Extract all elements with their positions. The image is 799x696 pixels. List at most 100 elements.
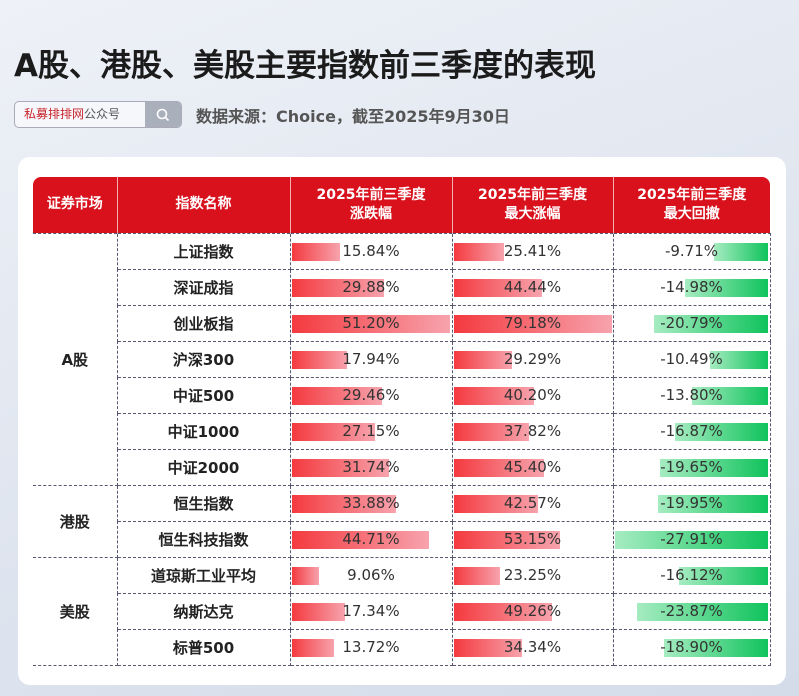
index-name: 道琼斯工业平均 (116, 556, 291, 594)
value-bar (675, 422, 768, 441)
index-name: 标普500 (116, 628, 291, 666)
value-bar (453, 458, 545, 477)
index-performance-table: 证券市场 指数名称 2025年前三季度 涨跌幅 2025年前三季度 最大涨幅 2025年… (33, 177, 771, 666)
value-bar (614, 530, 768, 549)
change-cell: 44.71% (289, 520, 453, 558)
value-text: -16.12% (660, 566, 723, 584)
table-row: 纳斯达克 17.34% 49.26% -23.87% (33, 592, 771, 630)
value-text: -23.87% (660, 602, 723, 620)
value-bar (291, 314, 450, 333)
change-cell: 15.84% (289, 232, 453, 270)
value-bar (679, 566, 768, 585)
value-bar (659, 458, 768, 477)
value-text: -19.65% (660, 458, 723, 476)
value-text: 29.29% (503, 350, 562, 368)
value-text: -20.79% (660, 314, 723, 332)
table-row: 美股 道琼斯工业平均 9.06% 23.25% -16.12% (33, 556, 771, 666)
index-name: 纳斯达克 (116, 592, 291, 630)
max-drawdown-cell: -18.90% (612, 628, 771, 666)
data-source: 数据来源：Choice，截至2025年9月30日 (196, 107, 510, 126)
max-drawdown-cell: -27.91% (612, 520, 771, 558)
value-bar (658, 494, 768, 513)
value-text: 40.20% (503, 386, 562, 404)
value-text: 79.18% (503, 314, 562, 332)
column-header: 2025年前三季度 最大涨幅 (451, 177, 613, 233)
value-bar (291, 350, 347, 369)
max-gain-cell: 23.25% (451, 556, 614, 594)
value-bar (291, 278, 384, 297)
value-bar (453, 494, 539, 513)
value-text: 29.46% (342, 386, 400, 404)
table-row: 中证500 29.46% 40.20% -13.80% (33, 376, 771, 414)
max-drawdown-cell: -10.49% (612, 340, 771, 378)
max-gain-cell: 42.57% (451, 484, 614, 522)
table-row: 沪深300 17.94% 29.29% -10.49% (33, 340, 771, 378)
max-gain-cell: 34.34% (451, 628, 614, 666)
index-name: 上证指数 (116, 232, 291, 270)
value-text: -19.95% (660, 494, 723, 512)
value-text: -16.87% (660, 422, 723, 440)
index-name: 恒生指数 (116, 484, 291, 522)
index-name: 中证2000 (116, 448, 291, 486)
change-cell: 13.72% (289, 628, 453, 666)
value-bar (453, 638, 523, 657)
table-row: 港股 恒生指数 33.88% 42.57% -19.95% (33, 484, 771, 558)
index-name: 沪深300 (116, 340, 291, 378)
value-bar (453, 278, 543, 297)
table-row: 恒生科技指数 44.71% 53.15% -27.91% (33, 520, 771, 558)
value-text: -14.98% (660, 278, 723, 296)
column-header: 2025年前三季度 最大回撤 (612, 177, 770, 233)
value-text: 29.88% (342, 278, 400, 296)
value-bar (291, 638, 334, 657)
market-cell: 美股 (33, 556, 118, 666)
market-cell: 港股 (33, 484, 118, 558)
index-name: 深证成指 (116, 268, 291, 306)
page-title: A股、港股、美股主要指数前三季度的表现 (14, 48, 596, 84)
max-drawdown-cell: -14.98% (612, 268, 771, 306)
value-bar (710, 350, 768, 369)
value-bar (653, 314, 768, 333)
value-text: -27.91% (660, 530, 723, 548)
value-text: 53.15% (503, 530, 562, 548)
search-box[interactable]: 私募排排网公众号 (14, 101, 182, 128)
value-bar (453, 350, 512, 369)
value-text: 17.94% (342, 350, 400, 368)
value-text: 49.26% (503, 602, 562, 620)
change-cell: 29.88% (289, 268, 453, 306)
change-cell: 51.20% (289, 304, 453, 342)
value-bar (453, 314, 612, 333)
value-text: 44.44% (503, 278, 562, 296)
value-text: 33.88% (342, 494, 400, 512)
change-cell: 17.94% (289, 340, 453, 378)
value-text: 27.15% (342, 422, 400, 440)
value-bar (291, 494, 397, 513)
search-icon (156, 108, 170, 121)
value-text: 17.34% (342, 602, 400, 620)
change-cell: 29.46% (289, 376, 453, 414)
value-bar (636, 602, 768, 621)
max-drawdown-cell: -19.65% (612, 448, 771, 486)
change-cell: 27.15% (289, 412, 453, 450)
index-name: 中证500 (116, 376, 291, 414)
value-bar (714, 242, 768, 261)
search-button[interactable] (145, 102, 181, 127)
index-name: 恒生科技指数 (116, 520, 291, 558)
value-bar (453, 530, 560, 549)
max-gain-cell: 25.41% (451, 232, 614, 270)
value-bar (453, 386, 534, 405)
table-row: 中证1000 27.15% 37.82% -16.87% (33, 412, 771, 450)
max-gain-cell: 49.26% (451, 592, 614, 630)
max-drawdown-cell: -13.80% (612, 376, 771, 414)
value-text: -13.80% (660, 386, 723, 404)
table-row: A股 上证指数 15.84% 25.41% -9.71% (33, 232, 771, 486)
value-text: 45.40% (503, 458, 562, 476)
value-bar (685, 278, 768, 297)
table-row: 中证2000 31.74% 45.40% -19.65% (33, 448, 771, 486)
value-bar (291, 242, 341, 261)
change-cell: 9.06% (289, 556, 453, 594)
table-row: 标普500 13.72% 34.34% -18.90% (33, 628, 771, 666)
max-drawdown-cell: -20.79% (612, 304, 771, 342)
value-text: 23.25% (503, 566, 562, 584)
max-gain-cell: 29.29% (451, 340, 614, 378)
column-header: 指数名称 (116, 177, 290, 233)
